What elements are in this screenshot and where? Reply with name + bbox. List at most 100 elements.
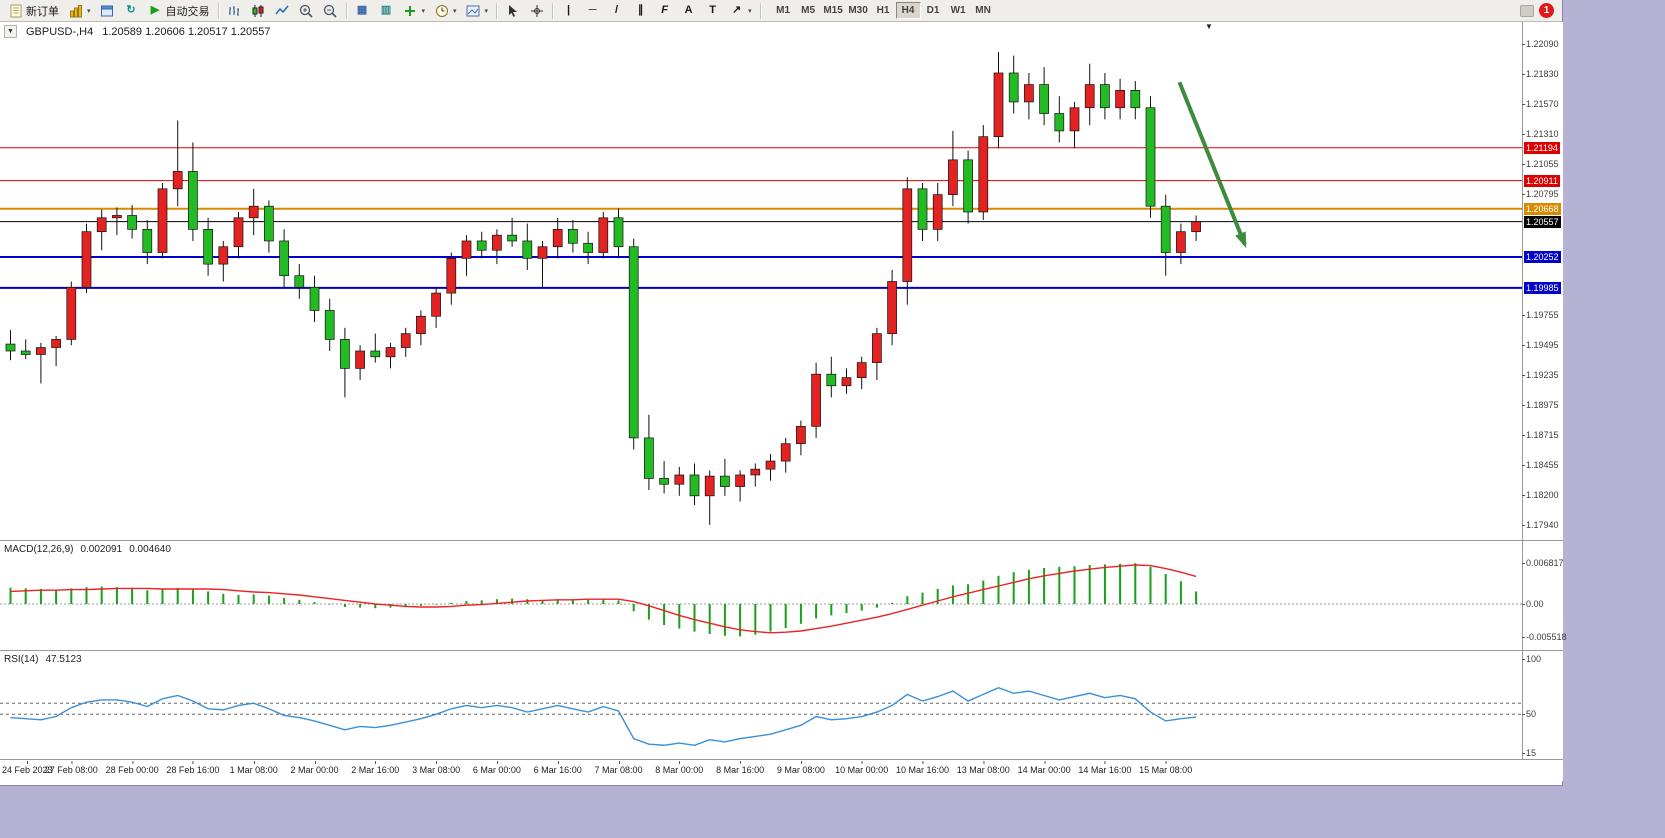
timeframe-m1[interactable]: M1 — [771, 2, 796, 19]
arrows-tool-button[interactable]: ↗ ▾ — [725, 1, 756, 20]
chevron-down-icon: ▾ — [453, 7, 457, 15]
refresh-icon: ↻ — [126, 4, 136, 16]
candles-layer — [5, 52, 1201, 525]
time-axis-label: 1 Mar 08:00 — [229, 761, 278, 775]
zoom-in-icon — [299, 3, 314, 18]
vertical-line-icon: | — [567, 4, 571, 16]
price-axis-label: 1.18455 — [1522, 460, 1559, 471]
macd-header: MACD(12,26,9) 0.002091 0.004640 — [4, 544, 171, 555]
add-indicator-button[interactable]: ▾ — [399, 1, 430, 20]
bar-chart-button[interactable] — [223, 1, 246, 20]
trendline-tool-button[interactable]: / — [605, 1, 628, 20]
timeframe-mn[interactable]: MN — [971, 2, 996, 19]
candlestick-chart-button[interactable] — [247, 1, 270, 20]
template-icon — [466, 3, 481, 18]
arrows-icon: ↗ — [731, 4, 742, 16]
timeframe-h1[interactable]: H1 — [871, 2, 896, 19]
trend-arrow[interactable] — [1177, 81, 1247, 246]
macd-axis[interactable]: 0.006817 0.00 -0.005518 — [1522, 541, 1567, 650]
fibonacci-tool-button[interactable]: F — [653, 1, 676, 20]
tile-windows-button[interactable]: ▦ — [351, 1, 374, 20]
period-button[interactable]: ▾ — [430, 1, 461, 20]
rsi-header: RSI(14) 47.5123 — [4, 654, 82, 665]
alerts-icon[interactable] — [1520, 4, 1534, 17]
line-chart-button[interactable] — [271, 1, 294, 20]
time-axis[interactable]: 24 Feb 2023 27 Feb 08:00 28 Feb 00:00 28 Fe… — [0, 760, 1563, 781]
chevron-down-icon: ▾ — [421, 7, 426, 15]
macd-canvas[interactable] — [0, 541, 1522, 651]
template-button[interactable]: ▾ — [462, 1, 493, 20]
price-axis-label: 1.19755 — [1522, 309, 1559, 320]
notification-badge[interactable]: 1 — [1539, 3, 1554, 18]
main-chart-canvas[interactable] — [0, 22, 1522, 541]
timeframe-d1[interactable]: D1 — [921, 2, 946, 19]
macd-signal-value: 0.004640 — [129, 544, 171, 555]
price-axis[interactable]: 1.22090 1.21830 1.21570 1.21310 1.21055 1.207… — [1522, 22, 1563, 540]
hlines-layer — [0, 147, 1522, 289]
price-level-badge[interactable]: 1.20557 — [1524, 215, 1561, 228]
price-axis-label: 1.20795 — [1522, 189, 1559, 200]
price-level-badge[interactable]: 1.20252 — [1524, 250, 1561, 263]
crosshair-tool-button[interactable] — [525, 1, 548, 20]
time-axis-label: 7 Mar 08:00 — [594, 761, 643, 775]
time-axis-label: 10 Mar 16:00 — [895, 761, 950, 775]
time-axis-label: 14 Mar 00:00 — [1017, 761, 1071, 775]
cursor-tool-button[interactable] — [501, 1, 524, 20]
candlestick-chart-icon — [251, 3, 266, 18]
zoom-in-button[interactable] — [295, 1, 318, 20]
rsi-label: RSI(14) — [4, 654, 39, 665]
price-axis-label: 1.21570 — [1522, 99, 1559, 110]
time-axis-label: 2 Mar 00:00 — [290, 761, 339, 775]
price-level-badge[interactable]: 1.19985 — [1524, 281, 1561, 294]
tile-windows-icon: ▦ — [356, 4, 368, 16]
toolbar-separator — [217, 2, 219, 19]
price-axis-label: 1.21310 — [1522, 129, 1559, 140]
rsi-line — [10, 686, 1197, 746]
toolbar-separator — [759, 2, 761, 19]
channel-tool-button[interactable]: ∥ — [629, 1, 652, 20]
time-axis-label: 24 Feb 2023 — [2, 761, 53, 775]
new-chart-button[interactable]: ▾ — [64, 1, 95, 20]
price-axis-label: 1.21830 — [1522, 69, 1559, 80]
price-level-badge[interactable]: 1.21194 — [1524, 141, 1560, 154]
text-tool-button[interactable]: A — [677, 1, 700, 20]
timeframe-h4[interactable]: H4 — [895, 2, 921, 19]
autotrading-button[interactable]: ▶ 自动交易 — [144, 1, 214, 21]
price-level-badge[interactable]: 1.20668 — [1524, 202, 1561, 215]
rsi-axis[interactable]: 100 50 15 — [1521, 651, 1563, 759]
trend-arrow-head — [1235, 231, 1247, 249]
profiles-button[interactable] — [96, 1, 119, 20]
timeframe-m30[interactable]: M30 — [846, 2, 871, 19]
horizontal-line-tool-button[interactable]: ─ — [581, 1, 604, 20]
toolbar-right-group: 1 — [1520, 3, 1558, 18]
price-axis-label: 1.17940 — [1522, 519, 1559, 530]
zoom-out-button[interactable] — [319, 1, 342, 20]
price-axis-label: 1.22090 — [1522, 39, 1559, 49]
timeframe-w1[interactable]: W1 — [946, 2, 971, 19]
rsi-canvas[interactable] — [0, 651, 1522, 760]
one-click-trading-toggle[interactable]: ▼ — [4, 25, 17, 38]
time-axis-label: 6 Mar 16:00 — [533, 761, 582, 775]
time-axis-label: 14 Mar 16:00 — [1078, 761, 1132, 775]
label-tool-button[interactable]: T — [701, 1, 724, 20]
rsi-value: 47.5123 — [45, 654, 82, 665]
caret-down-icon: ▼ — [7, 28, 14, 35]
refresh-button[interactable]: ↻ — [120, 1, 143, 20]
rsi-axis-label: 100 — [1521, 654, 1542, 664]
chart-shift-marker[interactable]: ▼ — [1205, 22, 1213, 31]
macd-main-value: 0.002091 — [80, 544, 123, 555]
autotrading-play-icon: ▶ — [150, 4, 160, 16]
price-level-badge[interactable]: 1.20911 — [1524, 174, 1560, 187]
timeframe-m5[interactable]: M5 — [796, 2, 821, 19]
vertical-line-tool-button[interactable]: | — [557, 1, 580, 20]
new-order-icon — [8, 3, 23, 18]
new-chart-icon — [68, 3, 83, 18]
cascade-windows-button[interactable]: ▥ — [375, 1, 398, 20]
fibonacci-icon: F — [661, 4, 668, 16]
new-order-button[interactable]: 新订单 — [4, 1, 63, 21]
cursor-icon — [505, 3, 520, 18]
macd-label: MACD(12,26,9) — [4, 544, 74, 555]
profiles-icon — [100, 3, 115, 18]
timeframe-m15[interactable]: M15 — [821, 2, 846, 19]
text-icon: A — [684, 4, 693, 16]
